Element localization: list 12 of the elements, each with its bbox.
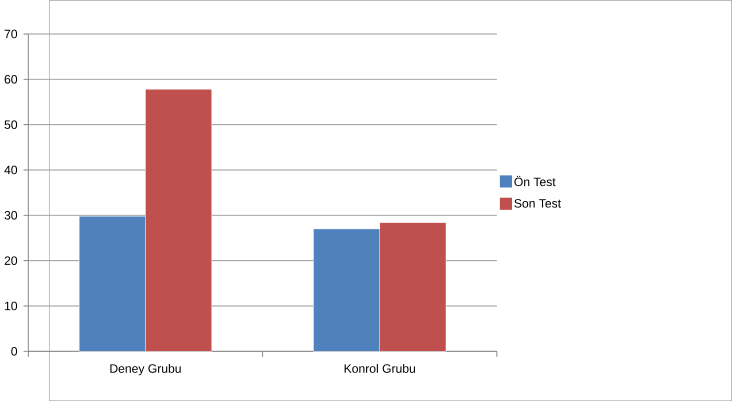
y-tick-label: 0 xyxy=(11,346,18,356)
y-tick-label: 60 xyxy=(4,74,18,84)
y-tick-label: 30 xyxy=(4,210,18,220)
x-tick-label: Konrol Grubu xyxy=(344,364,415,373)
x-tick-label: Deney Grubu xyxy=(110,364,181,376)
y-tick-label: 50 xyxy=(4,120,18,129)
y-tick-label: 70 xyxy=(4,30,18,38)
legend-label: Ön Test xyxy=(514,176,556,186)
y-tick-label: 10 xyxy=(4,302,18,310)
legend-label: Son Test xyxy=(514,199,561,208)
y-tick-label: 20 xyxy=(4,256,18,265)
y-tick-label: 40 xyxy=(4,166,18,174)
